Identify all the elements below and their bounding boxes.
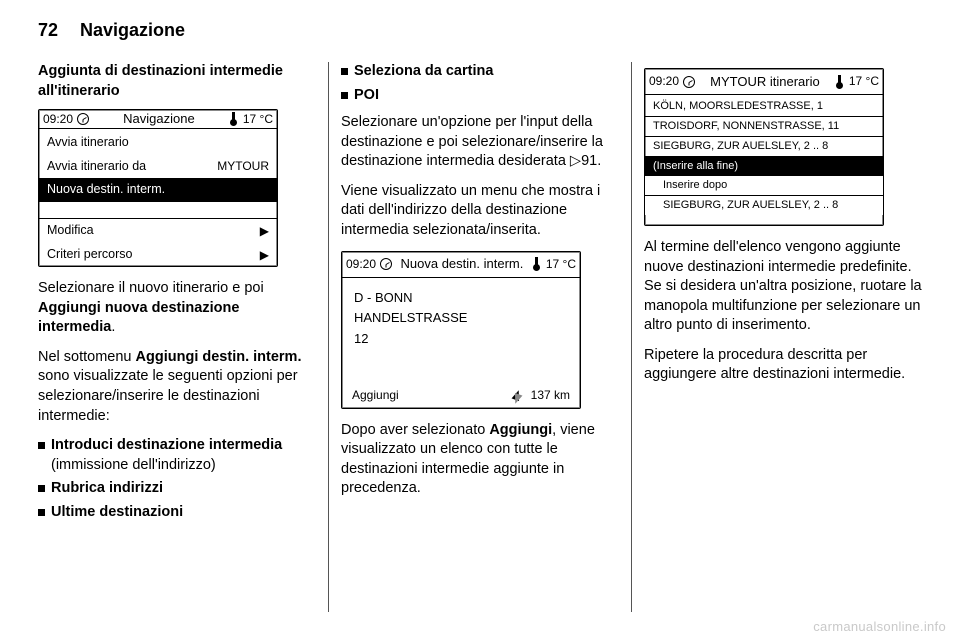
bullet-label: Rubrica indirizzi (51, 479, 163, 499)
menu-row[interactable]: Modifica ▶ (39, 218, 277, 243)
screen2-title: Nuova destin. interm. (396, 255, 528, 273)
clock-icon (683, 76, 695, 88)
screen2-line: HANDELSTRASSE (354, 308, 568, 329)
menu-row[interactable]: Criteri percorso ▶ (39, 243, 277, 267)
screen2-line: 12 (354, 329, 568, 350)
nav-screen-3: 09:20 MYTOUR itinerario 17 °C KÖLN, MOOR… (644, 68, 884, 226)
thermometer-icon (229, 112, 239, 126)
col3-para1: Al termine dell'elenco vengono aggiunte … (644, 238, 922, 336)
bullet-icon (38, 509, 45, 516)
bullet-icon (38, 485, 45, 492)
bullet-icon (341, 92, 348, 99)
screen1-time: 09:20 (43, 111, 73, 127)
bullet-icon (341, 68, 348, 75)
col2-para3: Dopo aver selezionato Aggiungi, viene vi… (341, 421, 619, 499)
col2-para3-prefix: Dopo aver selezionato (341, 422, 489, 438)
page-number: 72 (38, 20, 58, 41)
menu-row-label: Modifica (47, 222, 94, 239)
list-row[interactable]: SIEGBURG, ZUR AUELSLEY, 2 .. 8 (645, 196, 883, 215)
nav-screen-1: 09:20 Navigazione 17 °C Avvia itinerario… (38, 109, 278, 267)
screen2-body: D - BONN HANDELSTRASSE 12 (342, 278, 580, 383)
menu-row-label: Criteri percorso (47, 246, 132, 263)
screen1-title: Navigazione (93, 110, 225, 128)
col1-para1-suffix: . (111, 319, 115, 335)
list-row[interactable]: TROISDORF, NONNENSTRASSE, 11 (645, 117, 883, 137)
screen2-footer-left[interactable]: Aggiungi (352, 387, 399, 403)
bullet-item: POI (341, 86, 619, 106)
list-row[interactable]: (Inserire alla fine) (645, 157, 883, 177)
menu-row-right: MYTOUR (217, 158, 269, 174)
menu-row[interactable]: Nuova destin. interm. (39, 178, 277, 202)
list-row[interactable]: Inserire dopo (645, 176, 883, 196)
clock-icon (77, 113, 89, 125)
col1-para2-bold: Aggiungi destin. interm. (136, 349, 302, 365)
menu-row-label: Avvia itinerario da (47, 158, 146, 175)
screen3-temp: 17 °C (849, 73, 879, 89)
screen2-footer: Aggiungi 137 km (342, 382, 580, 407)
link-ref-icon (570, 153, 581, 169)
bullet-item: Rubrica indirizzi (38, 479, 316, 499)
screen3-time: 09:20 (649, 73, 679, 89)
screen3-body: KÖLN, MOORSLEDESTRASSE, 1TROISDORF, NONN… (645, 95, 883, 225)
bullet-label: Introduci destinazione intermedia (immis… (51, 436, 316, 475)
nav-screen-2: 09:20 Nuova destin. interm. 17 °C D - BO… (341, 251, 581, 409)
bullet-label: POI (354, 86, 379, 106)
thermometer-icon (835, 75, 845, 89)
col2-para1-suffix: . (597, 153, 601, 169)
list-row[interactable]: SIEGBURG, ZUR AUELSLEY, 2 .. 8 (645, 137, 883, 157)
menu-row-right: ▶ (260, 247, 269, 263)
screen2-footer-right: 137 km (531, 387, 570, 403)
screen2-titlebar: 09:20 Nuova destin. interm. 17 °C (342, 252, 580, 278)
bullet-label: Seleziona da cartina (354, 62, 493, 82)
bullet-label: Ultime destinazioni (51, 503, 183, 523)
content-columns: Aggiunta di destinazioni intermedie all'… (38, 62, 922, 612)
watermark: carmanualsonline.info (813, 619, 946, 634)
screen1-body: Avvia itinerario Avvia itinerario da MYTOU… (39, 129, 277, 269)
col3-para2: Ripetere la procedura descritta per aggi… (644, 346, 922, 385)
clock-icon (380, 258, 392, 270)
screen2-temp: 17 °C (546, 256, 576, 272)
screen1-temp: 17 °C (243, 111, 273, 127)
screen2-time: 09:20 (346, 256, 376, 272)
menu-row-label: Avvia itinerario (47, 134, 129, 151)
col1-bullets: Introduci destinazione intermedia (immis… (38, 436, 316, 522)
thermometer-icon (532, 257, 542, 271)
column-1: Aggiunta di destinazioni intermedie all'… (38, 62, 329, 612)
menu-row-label: Nuova destin. interm. (47, 181, 165, 198)
bullet-item: Seleziona da cartina (341, 62, 619, 82)
col1-para2-suffix: sono visualizzate le seguenti opzioni pe… (38, 368, 298, 423)
col2-para3-bold: Aggiungi (489, 422, 552, 438)
col1-para2: Nel sottomenu Aggiungi destin. interm. s… (38, 348, 316, 426)
menu-row[interactable]: Avvia itinerario da MYTOUR (39, 155, 277, 179)
link-ref-number: 91 (581, 153, 597, 169)
bullet-item: Ultime destinazioni (38, 503, 316, 523)
col2-para1-prefix: Selezionare un'opzione per l'input della… (341, 114, 603, 169)
bullet-item: Introduci destinazione intermedia (immis… (38, 436, 316, 475)
col1-para1-bold: Aggiungi nuova destinazione intermedia (38, 300, 239, 336)
col1-para1: Selezionare il nuovo itinerario e poi Ag… (38, 279, 316, 338)
column-3: 09:20 MYTOUR itinerario 17 °C KÖLN, MOOR… (632, 62, 922, 612)
col2-para1: Selezionare un'opzione per l'input della… (341, 113, 619, 172)
screen1-titlebar: 09:20 Navigazione 17 °C (39, 110, 277, 129)
col2-para2: Viene visualizzato un menu che mostra i … (341, 182, 619, 241)
screen3-title: MYTOUR itinerario (699, 73, 831, 91)
section-title: Navigazione (80, 20, 185, 41)
compass-icon (509, 388, 525, 404)
col1-para1-prefix: Selezionare il nuovo itinerario e poi (38, 280, 264, 296)
menu-row-right: ▶ (260, 223, 269, 239)
page-header: 72 Navigazione (38, 20, 922, 41)
col1-para2-prefix: Nel sottomenu (38, 349, 136, 365)
menu-row[interactable]: Avvia itinerario (39, 131, 277, 155)
screen3-titlebar: 09:20 MYTOUR itinerario 17 °C (645, 69, 883, 95)
screen2-line: D - BONN (354, 288, 568, 309)
column-2: Seleziona da cartina POI Selezionare un'… (329, 62, 632, 612)
bullet-icon (38, 442, 45, 449)
col1-subhead: Aggiunta di destinazioni intermedie all'… (38, 62, 316, 101)
list-row[interactable]: KÖLN, MOORSLEDESTRASSE, 1 (645, 97, 883, 117)
